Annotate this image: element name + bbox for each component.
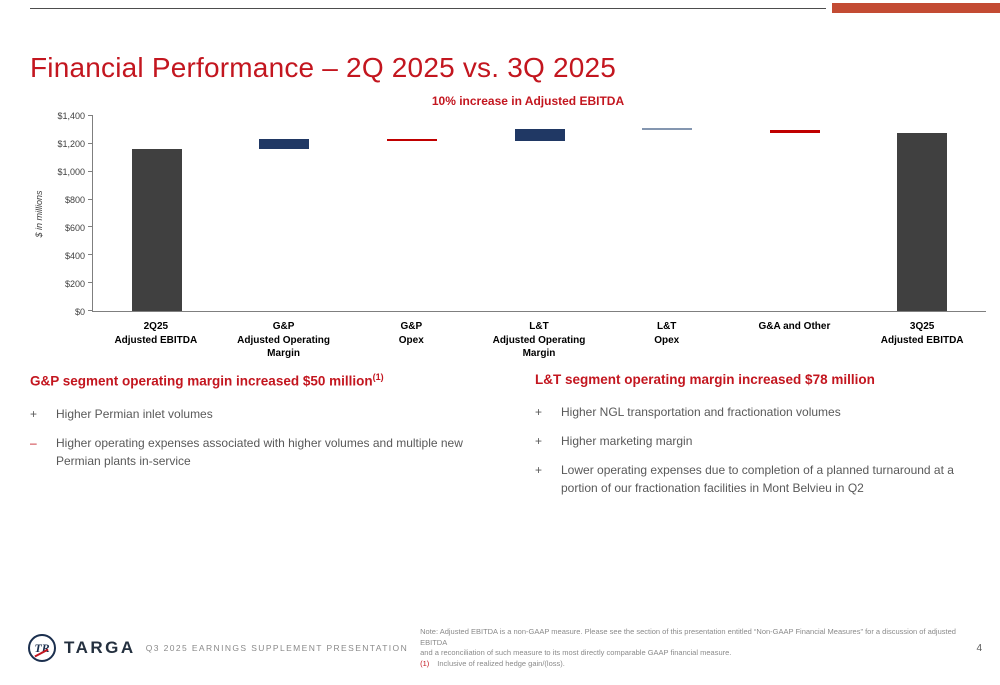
x-axis-category-label: L&T Adjusted Operating Margin xyxy=(492,321,586,359)
bullet-text: Lower operating expenses due to completi… xyxy=(561,463,954,495)
y-axis-title: $ in millions xyxy=(34,190,44,238)
bullet-text: Higher operating expenses associated wit… xyxy=(56,435,463,468)
waterfall-chart: 10% increase in Adjusted EBITDA $ in mil… xyxy=(30,94,986,361)
bullet-text: Higher marketing margin xyxy=(561,434,693,448)
y-axis-tick-label: $800 xyxy=(64,195,85,205)
chart-body: $ in millions $0 $200 $400 $600 $800 $1,000 $1… xyxy=(30,111,986,317)
waterfall-bar xyxy=(386,138,437,142)
footnote-reference: (1) xyxy=(372,372,384,382)
bullet-marker: – xyxy=(30,435,37,450)
y-axis-tick-label: $600 xyxy=(64,223,85,233)
chart-title: 10% increase in Adjusted EBITDA xyxy=(431,94,625,108)
bullet-item: + Higher NGL transportation and fractiona… xyxy=(535,403,987,421)
x-axis-category-label: G&A and Other xyxy=(758,321,831,332)
bullet-marker: + xyxy=(535,463,543,477)
bullet-text: Higher Permian inlet volumes xyxy=(56,406,213,421)
y-axis-tick-mark xyxy=(88,254,93,256)
y-axis-tick-mark xyxy=(88,115,93,116)
brand-wordmark: TARGA xyxy=(64,638,136,657)
bullet-item: – Higher operating expenses associated wi… xyxy=(30,434,492,470)
y-axis-tick-mark xyxy=(88,310,93,311)
gp-commentary-section: G&P segment operating margin increased $… xyxy=(30,372,492,481)
bullet-item: + Higher Permian inlet volumes xyxy=(30,405,492,423)
footnote-marker: (1) xyxy=(420,658,430,668)
x-axis-category-label: L&T Opex xyxy=(654,321,680,346)
gp-section-heading: G&P segment operating margin increased $… xyxy=(30,372,492,389)
y-axis-tick-mark xyxy=(88,226,93,228)
y-axis-tick-label: $200 xyxy=(64,279,85,289)
bullet-marker: + xyxy=(535,405,543,419)
y-axis-tick-label: $1,200 xyxy=(57,139,85,149)
y-axis: $0 $200 $400 $600 $800 $1,000 $1,200 $1,400 xyxy=(48,111,92,317)
y-axis-tick-mark xyxy=(88,170,93,172)
note-line-1: Note: Adjusted EBITDA is a non-GAAP meas… xyxy=(420,627,956,647)
x-axis-category-label: 3Q25 Adjusted EBITDA xyxy=(880,321,964,346)
header-rule xyxy=(30,8,826,9)
waterfall-bar xyxy=(131,148,182,311)
y-axis-tick-label: $1,400 xyxy=(57,111,85,121)
y-axis-title-wrap: $ in millions xyxy=(30,116,48,312)
y-axis-tick-label: $1,000 xyxy=(57,167,85,177)
slide-title: Financial Performance – 2Q 2025 vs. 3Q 2… xyxy=(30,52,617,83)
x-axis: 2Q25 Adjusted EBITDA G&P Adjusted Operating… xyxy=(92,320,986,361)
waterfall-bar xyxy=(897,132,948,311)
waterfall-bar xyxy=(259,138,310,149)
bullet-item: + Lower operating expenses due to complet… xyxy=(535,461,987,497)
lt-heading-text: L&T segment operating margin increased $… xyxy=(535,372,875,387)
y-axis-tick-mark xyxy=(88,142,93,144)
waterfall-bar xyxy=(642,128,693,131)
targa-logo-icon: TR xyxy=(28,634,56,662)
x-axis-category-label: 2Q25 Adjusted EBITDA xyxy=(114,321,198,346)
footer-note: Note: Adjusted EBITDA is a non-GAAP meas… xyxy=(420,627,966,669)
y-axis-tick-label: $0 xyxy=(74,307,85,317)
lt-section-heading: L&T segment operating margin increased $… xyxy=(535,372,987,387)
footnote-text: Inclusive of realized hedge gain/(loss). xyxy=(437,658,565,668)
footer: TR TARGA Q3 2025 EARNINGS SUPPLEMENT PRE… xyxy=(28,627,982,669)
bullet-marker: + xyxy=(30,406,38,421)
bullet-text: Higher NGL transportation and fractionat… xyxy=(561,405,841,419)
presentation-label: Q3 2025 EARNINGS SUPPLEMENT PRESENTATION xyxy=(145,643,409,653)
waterfall-bar xyxy=(514,129,565,142)
bullet-item: + Higher marketing margin xyxy=(535,432,987,450)
y-axis-tick-mark xyxy=(88,282,93,284)
bullet-marker: + xyxy=(535,434,543,448)
x-axis-category-label: G&P Adjusted Operating Margin xyxy=(237,321,330,359)
gp-bullet-list: + Higher Permian inlet volumes – Higher ope… xyxy=(30,405,492,470)
plot-area xyxy=(88,115,986,312)
gp-heading-text: G&P segment operating margin increased $… xyxy=(30,373,373,389)
footnote-line: (1) Inclusive of realized hedge gain/(los… xyxy=(420,659,966,670)
y-axis-tick-label: $400 xyxy=(64,251,85,261)
page-number: 4 xyxy=(976,642,982,654)
x-axis-category-label: G&P Opex xyxy=(398,321,424,346)
header-accent-bar xyxy=(832,3,1000,13)
note-line-2: and a reconciliation of such measure to … xyxy=(420,648,732,657)
waterfall-bar xyxy=(769,130,820,133)
lt-commentary-section: L&T segment operating margin increased $… xyxy=(535,372,987,508)
lt-bullet-list: + Higher NGL transportation and fractiona… xyxy=(535,403,987,497)
y-axis-tick-mark xyxy=(88,198,93,200)
